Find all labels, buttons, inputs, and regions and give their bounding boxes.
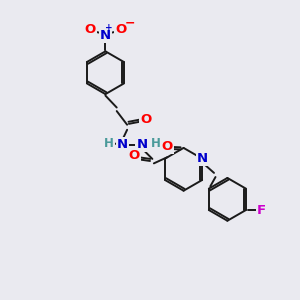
- Text: O: O: [140, 113, 151, 126]
- Text: N: N: [196, 152, 208, 165]
- Text: H: H: [104, 137, 114, 150]
- Text: N: N: [117, 138, 128, 151]
- Text: −: −: [124, 16, 135, 29]
- Text: +: +: [106, 23, 113, 32]
- Text: O: O: [84, 23, 96, 36]
- Text: O: O: [162, 140, 173, 153]
- Text: N: N: [100, 29, 111, 42]
- Text: H: H: [150, 137, 160, 150]
- Text: N: N: [136, 138, 148, 151]
- Text: F: F: [257, 203, 266, 217]
- Text: O: O: [128, 149, 140, 162]
- Text: O: O: [115, 23, 127, 36]
